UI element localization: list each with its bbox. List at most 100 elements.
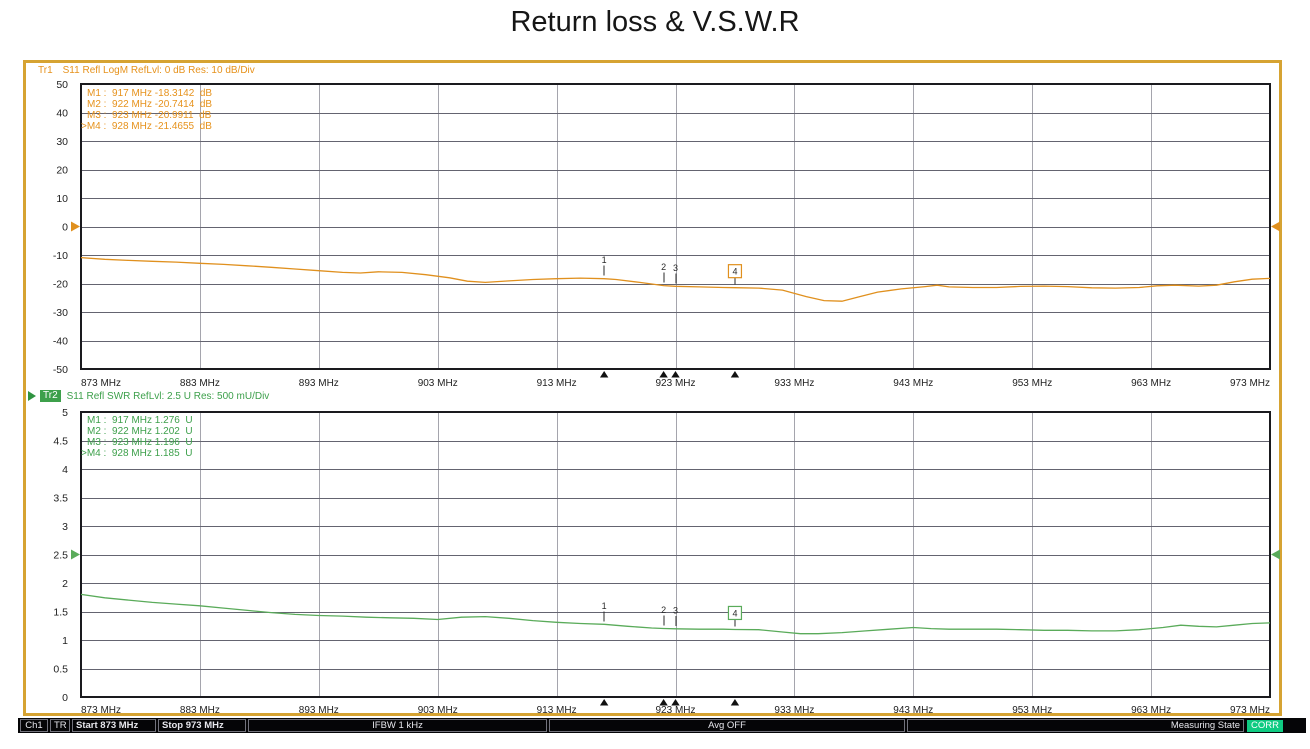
y-tick-label: 0 xyxy=(62,222,68,234)
y-tick-label: 3.5 xyxy=(53,493,68,505)
plot-border xyxy=(80,411,1271,698)
marker-number: 2 xyxy=(661,605,666,615)
marker-triangle xyxy=(599,699,609,706)
status-cell-stop-973-mhz: Stop 973 MHz xyxy=(158,719,246,732)
marker-number: 4 xyxy=(732,267,737,277)
y-tick-label: 2 xyxy=(62,578,68,590)
trace1-settings: S11 Refl LogM RefLvl: 0 dB Res: 10 dB/Di… xyxy=(62,65,255,76)
marker-readout: M1 : 917 MHz -18.3142 dB xyxy=(87,88,212,99)
status-cell-tr: TR xyxy=(50,719,70,732)
y-tick-label: 5 xyxy=(62,407,68,419)
y-tick-label: 30 xyxy=(56,136,68,148)
x-tick-label: 883 MHz xyxy=(180,378,220,389)
marker-triangle xyxy=(659,699,668,706)
y-tick-label: -20 xyxy=(53,279,68,291)
status-cell-avg-off: Avg OFF xyxy=(549,719,905,732)
trace2-settings: S11 Refl SWR RefLvl: 2.5 U Res: 500 mU/D… xyxy=(66,390,270,402)
marker-triangle xyxy=(599,371,609,378)
x-tick-label: 933 MHz xyxy=(774,378,814,389)
marker-triangle xyxy=(671,371,680,378)
y-tick-label: 50 xyxy=(56,79,68,91)
marker-readout: M2 : 922 MHz -20.7414 dB xyxy=(87,99,212,110)
ref-level-arrow-right xyxy=(1271,549,1280,560)
y-tick-label: 20 xyxy=(56,165,68,177)
x-tick-label: 903 MHz xyxy=(418,378,458,389)
marker-number: 1 xyxy=(602,255,607,265)
x-tick-label: 973 MHz xyxy=(1230,705,1270,716)
marker-readout: M1 : 917 MHz 1.276 U xyxy=(87,415,193,426)
y-tick-label: 0.5 xyxy=(53,664,68,676)
y-tick-label: 10 xyxy=(56,193,68,205)
active-marker-box xyxy=(727,605,743,621)
y-tick-label: 2.5 xyxy=(53,550,68,562)
analyzer-frame xyxy=(23,60,1282,716)
x-tick-label: 883 MHz xyxy=(180,705,220,716)
x-tick-label: 963 MHz xyxy=(1131,705,1171,716)
marker-readout: M3 : 923 MHz -20.9911 dB xyxy=(87,110,212,121)
marker-triangle xyxy=(730,371,740,378)
x-tick-label: 913 MHz xyxy=(537,378,577,389)
ref-level-arrow-left xyxy=(71,221,80,232)
trace1-label: Tr1 xyxy=(38,65,53,76)
status-cell-ch1: Ch1 xyxy=(20,719,48,732)
ref-level-arrow-right xyxy=(1271,221,1280,232)
trace1-header: Tr1 S11 Refl LogM RefLvl: 0 dB Res: 10 dB… xyxy=(38,65,255,76)
corr-badge: CORR xyxy=(1247,719,1283,732)
y-tick-label: 4.5 xyxy=(53,436,68,448)
x-tick-label: 893 MHz xyxy=(299,378,339,389)
y-tick-label: 1.5 xyxy=(53,607,68,619)
x-tick-label: 913 MHz xyxy=(537,705,577,716)
x-tick-label: 973 MHz xyxy=(1230,378,1270,389)
x-tick-label: 873 MHz xyxy=(81,705,121,716)
trace2-header: Tr2 S11 Refl SWR RefLvl: 2.5 U Res: 500 … xyxy=(28,389,269,403)
y-tick-label: 40 xyxy=(56,108,68,120)
y-tick-label: 1 xyxy=(62,635,68,647)
y-tick-label: 0 xyxy=(62,692,68,704)
marker-number: 3 xyxy=(673,263,678,273)
x-tick-label: 873 MHz xyxy=(81,378,121,389)
active-trace-arrow-icon xyxy=(28,391,36,401)
marker-number: 3 xyxy=(673,605,678,615)
return-loss-chart: 50 40 30 20 10 0 -10 -20 -30 -40 -50 873 MHz 883 MHz… xyxy=(53,79,1280,389)
x-tick-label: 963 MHz xyxy=(1131,378,1171,389)
marker-number: 1 xyxy=(602,601,607,611)
vswr-trace xyxy=(80,593,1271,635)
marker-triangle xyxy=(659,371,668,378)
marker-number: 2 xyxy=(661,262,666,272)
marker-triangle xyxy=(671,699,680,706)
status-cell-start-873-mhz: Start 873 MHz xyxy=(72,719,156,732)
x-tick-label: 943 MHz xyxy=(893,705,933,716)
marker-readout: >M4 : 928 MHz 1.185 U xyxy=(81,448,192,459)
x-tick-label: 923 MHz xyxy=(655,705,695,716)
y-tick-label: 3 xyxy=(62,521,68,533)
x-tick-label: 933 MHz xyxy=(774,705,814,716)
y-tick-label: 4 xyxy=(62,464,68,476)
active-marker-box xyxy=(727,264,743,279)
x-tick-label: 923 MHz xyxy=(655,378,695,389)
x-tick-label: 943 MHz xyxy=(893,378,933,389)
status-cell-ifbw-1-khz: IFBW 1 kHz xyxy=(248,719,547,732)
marker-readout: M2 : 922 MHz 1.202 U xyxy=(87,426,193,437)
y-tick-label: -10 xyxy=(53,250,68,262)
vswr-chart: 5 4.5 4 3.5 3 2.5 2 1.5 1 0.5 0 873 MHz 883 MHz 893 M… xyxy=(53,407,1280,716)
plot-border xyxy=(80,83,1271,370)
status-cell-measuring-state: Measuring State xyxy=(907,719,1244,732)
marker-triangle xyxy=(730,699,740,706)
trace2-label: Tr2 xyxy=(40,390,61,402)
y-tick-label: -30 xyxy=(53,307,68,319)
y-tick-label: -40 xyxy=(53,336,68,348)
return-loss-trace xyxy=(80,256,1271,302)
status-bar: Ch1 TR Start 873 MHz Stop 973 MHz IFBW 1 kHz… xyxy=(18,718,1306,733)
x-tick-label: 953 MHz xyxy=(1012,705,1052,716)
x-tick-label: 903 MHz xyxy=(418,705,458,716)
ref-level-arrow-left xyxy=(71,549,80,560)
x-tick-label: 893 MHz xyxy=(299,705,339,716)
page-title: Return loss & V.S.W.R xyxy=(510,6,800,38)
x-tick-label: 953 MHz xyxy=(1012,378,1052,389)
marker-number: 4 xyxy=(732,608,737,618)
marker-readout: >M4 : 928 MHz -21.4655 dB xyxy=(81,121,212,132)
y-tick-label: -50 xyxy=(53,364,68,376)
marker-readout: M3 : 923 MHz 1.196 U xyxy=(87,437,193,448)
